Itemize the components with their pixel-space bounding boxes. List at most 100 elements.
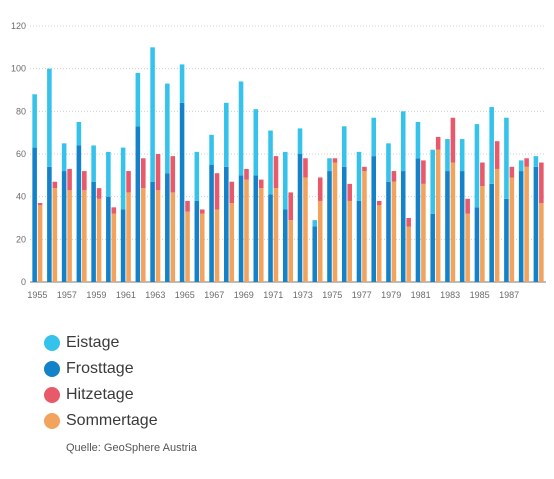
bar-sommertage-1963	[155, 190, 161, 282]
bar-frosttage-1978	[371, 156, 377, 282]
x-tick-label: 1963	[145, 290, 165, 300]
bar-hitzetage-1976	[347, 183, 352, 201]
bar-hitzetage-1985	[480, 162, 485, 186]
bar-frosttage-1966	[194, 200, 200, 282]
bar-hitzetage-1989	[539, 162, 544, 204]
bar-sommertage-1981	[421, 183, 426, 282]
x-tick-label: 1985	[470, 290, 490, 300]
bar-sommertage-1962	[141, 188, 146, 282]
bar-hitzetage-1980	[406, 218, 411, 227]
bar-hitzetage-1984	[465, 198, 470, 214]
bar-hitzetage-1977	[362, 166, 367, 172]
bar-sommertage-1970	[258, 188, 264, 282]
bar-frosttage-1976	[341, 166, 347, 282]
legend-label-hitzetage: Hitzetage	[66, 386, 134, 403]
x-tick-label: 1967	[204, 290, 224, 300]
bar-eistage-1980	[400, 111, 406, 172]
bar-frosttage-1968	[224, 166, 229, 282]
bar-sommertage-1965	[185, 211, 190, 282]
bar-eistage-1983	[445, 139, 450, 172]
bar-hitzetage-1968	[229, 181, 235, 204]
x-tick-label: 1979	[381, 290, 401, 300]
legend-item-hitzetage: Hitzetage	[44, 382, 158, 408]
x-tick-label: 1971	[263, 290, 283, 300]
bar-frosttage-1967	[209, 164, 214, 282]
bar-hitzetage-1986	[494, 141, 500, 169]
bar-eistage-1961	[120, 147, 126, 210]
y-tick-label: 100	[11, 64, 26, 74]
bar-eistage-1972	[282, 151, 288, 210]
bar-sommertage-1984	[465, 213, 470, 282]
bar-frosttage-1964	[165, 173, 170, 282]
bar-eistage-1988	[518, 160, 524, 172]
bar-frosttage-1959	[91, 181, 96, 282]
legend-item-frosttage: Frosttage	[44, 356, 158, 382]
bar-hitzetage-1957	[67, 168, 72, 191]
bar-hitzetage-1964	[170, 156, 176, 193]
bar-hitzetage-1982	[435, 136, 441, 150]
bar-hitzetage-1960	[111, 207, 117, 214]
bar-sommertage-1960	[111, 213, 117, 282]
x-axis: 1955 1957 1959 1961 1963 1965 1967 1969 1971 1973…	[27, 290, 519, 300]
bar-hitzetage-1966	[199, 209, 205, 214]
x-tick-label: 1977	[352, 290, 372, 300]
bar-frosttage-1981	[415, 158, 421, 282]
bar-hitzetage-1969	[244, 168, 249, 180]
bar-sommertage-1988	[524, 166, 529, 282]
bar-sommertage-1957	[67, 190, 72, 282]
legend-label-sommertage: Sommertage	[66, 412, 158, 429]
bar-sommertage-1987	[509, 177, 515, 282]
x-tick-label: 1969	[234, 290, 254, 300]
bar-frosttage-1973	[297, 154, 303, 282]
bar-eistage-1987	[504, 117, 509, 199]
y-axis: 0 20 40 60 80 100 120	[11, 21, 26, 287]
bar-frosttage-1955	[32, 147, 37, 282]
bar-hitzetage-1974	[317, 177, 323, 201]
bar-hitzetage-1963	[155, 154, 161, 191]
bar-sommertage-1978	[376, 205, 382, 282]
bar-frosttage-1969	[238, 175, 244, 282]
bar-frosttage-1983	[445, 171, 450, 282]
bar-eistage-1962	[135, 72, 141, 127]
bar-eistage-1966	[194, 151, 200, 201]
bar-frosttage-1985	[474, 207, 480, 282]
bar-frosttage-1988	[518, 171, 524, 282]
bar-frosttage-1961	[120, 209, 126, 282]
bar-frosttage-1962	[135, 126, 141, 283]
x-tick-label: 1965	[175, 290, 195, 300]
bar-sommertage-1986	[494, 168, 500, 282]
bar-sommertage-1968	[229, 203, 235, 282]
bar-frosttage-1987	[504, 198, 509, 282]
bar-hitzetage-1959	[96, 188, 102, 199]
bar-frosttage-1977	[356, 200, 362, 282]
bar-eistage-1957	[61, 143, 67, 172]
bar-eistage-1977	[356, 151, 362, 201]
legend-swatch-hitzetage	[44, 387, 60, 403]
bar-sommertage-1975	[332, 162, 338, 282]
bar-sommertage-1966	[199, 213, 205, 282]
bar-sommertage-1961	[126, 192, 131, 282]
bar-sommertage-1980	[406, 226, 411, 282]
y-tick-label: 20	[16, 234, 26, 244]
bar-sommertage-1983	[450, 162, 456, 282]
bar-frosttage-1956	[47, 166, 52, 282]
bar-frosttage-1970	[253, 175, 259, 282]
bar-frosttage-1989	[533, 166, 539, 282]
bar-hitzetage-1981	[421, 160, 426, 184]
bar-hitzetage-1973	[303, 158, 308, 178]
bar-frosttage-1982	[430, 213, 435, 282]
bar-sommertage-1956	[52, 188, 58, 282]
bar-eistage-1982	[430, 149, 435, 214]
y-tick-label: 40	[16, 192, 26, 202]
y-tick-label: 80	[16, 106, 26, 116]
bar-sommertage-1955	[37, 205, 43, 282]
bar-sommertage-1969	[244, 179, 249, 282]
legend: Eistage Frosttage Hitzetage Sommertage	[44, 330, 158, 434]
bar-hitzetage-1958	[82, 171, 87, 191]
legend-swatch-frosttage	[44, 361, 60, 377]
bar-frosttage-1960	[106, 196, 111, 282]
bar-hitzetage-1975	[332, 158, 338, 163]
bar-chart: 0 20 40 60 80 100 120 1955 1957 1959 1961 1963 1965…	[11, 21, 546, 300]
bar-sommertage-1971	[273, 188, 279, 282]
bar-sommertage-1985	[480, 186, 485, 282]
